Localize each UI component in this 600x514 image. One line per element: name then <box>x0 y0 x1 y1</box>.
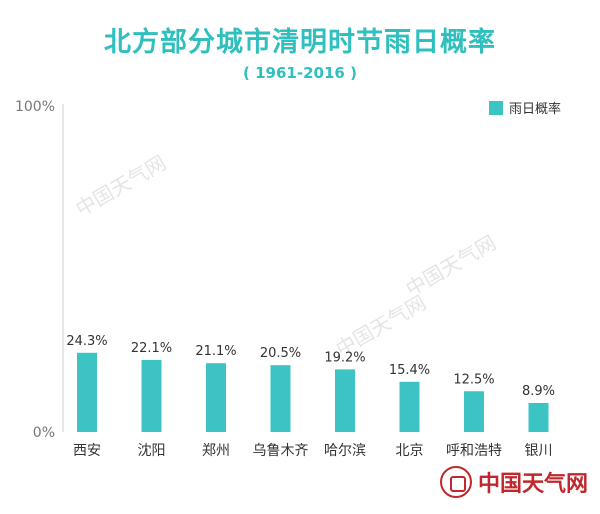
data-label: 20.5% <box>260 346 301 361</box>
chart-subtitle: ( 1961-2016 ) <box>243 64 357 82</box>
bar <box>270 365 291 432</box>
bar <box>464 391 484 432</box>
bar <box>141 359 162 432</box>
y-tick-label: 100% <box>15 99 55 115</box>
chart-title: 北方部分城市清明时节雨日概率 <box>104 27 496 58</box>
data-label: 21.1% <box>195 344 236 359</box>
x-tick-label: 沈阳 <box>138 443 166 459</box>
legend-swatch <box>489 100 503 115</box>
x-tick-label: 乌鲁木齐 <box>253 443 309 459</box>
brand-logo-text: 中国天气网 <box>478 471 589 497</box>
data-label: 15.4% <box>389 363 430 378</box>
data-label: 8.9% <box>522 384 555 399</box>
x-tick-label: 呼和浩特 <box>446 443 502 459</box>
brand-logo: 中国天气网 <box>440 466 588 498</box>
bar <box>399 381 420 432</box>
data-label: 19.2% <box>324 350 365 365</box>
data-label: 22.1% <box>131 341 172 356</box>
legend-label: 雨日概率 <box>509 102 562 117</box>
x-tick-label: 西安 <box>73 443 101 459</box>
x-tick-label: 北京 <box>396 443 424 459</box>
x-tick-label: 郑州 <box>202 443 230 459</box>
data-label: 12.5% <box>453 372 494 387</box>
x-tick-label: 哈尔滨 <box>324 443 366 459</box>
bar <box>335 369 355 432</box>
data-label: 24.3% <box>66 334 107 349</box>
seal-icon <box>440 466 472 498</box>
x-tick-label: 银川 <box>525 443 553 459</box>
y-tick-label: 0% <box>33 425 55 441</box>
bar <box>77 352 97 432</box>
bar <box>528 402 549 432</box>
bar <box>206 363 226 432</box>
chart-legend: 雨日概率 <box>489 98 561 117</box>
